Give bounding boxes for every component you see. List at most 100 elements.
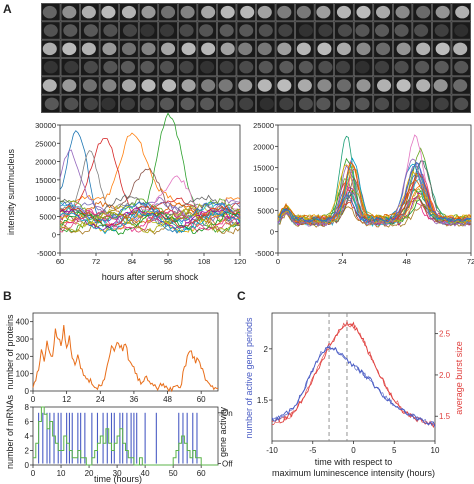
nucleus <box>62 79 77 92</box>
nucleus <box>454 24 469 37</box>
nucleus <box>181 79 196 92</box>
nucleus <box>395 5 410 19</box>
nucleus <box>140 97 155 111</box>
b-top-ytick-label: 100 <box>16 370 30 379</box>
burst-size-line <box>271 321 436 429</box>
nucleus <box>43 24 58 37</box>
a-left-ytick-label: 30000 <box>35 121 56 130</box>
nucleus <box>356 5 371 19</box>
c-xlabel-line2: maximum luminescence intensity (hours) <box>272 468 435 478</box>
nucleus <box>336 42 351 56</box>
nucleus <box>161 42 176 56</box>
a-right-ytick-label: 15000 <box>253 164 274 173</box>
b-bot-xtick-label: 30 <box>113 469 122 478</box>
a-left-trace <box>59 130 240 234</box>
b-bot-ytick-label: 8 <box>25 403 30 412</box>
a-left-ylabel: intensity sum/nucleus <box>6 148 16 235</box>
nucleus <box>42 5 57 19</box>
panel-label-a: A <box>3 2 12 16</box>
nucleus <box>453 42 468 56</box>
nucleus <box>376 42 391 56</box>
nucleus <box>316 5 331 19</box>
nucleus <box>435 5 450 19</box>
nucleus <box>375 24 390 37</box>
nucleus <box>199 24 214 37</box>
c-xtick-label: -10 <box>266 446 278 455</box>
nucleus <box>201 5 216 19</box>
nucleus <box>161 5 176 19</box>
b-bot-xtick-label: 50 <box>169 469 178 478</box>
nucleus <box>62 42 77 56</box>
nucleus <box>83 97 98 111</box>
nucleus <box>355 60 370 74</box>
protein-line <box>32 325 218 393</box>
a-right-trace <box>277 172 472 223</box>
a-right-trace <box>277 163 472 224</box>
a-left-trace <box>59 112 241 233</box>
nucleus <box>277 79 292 92</box>
nucleus <box>435 42 450 56</box>
a-right-trace <box>277 161 472 221</box>
nucleus <box>239 60 254 74</box>
nucleus <box>396 42 411 56</box>
nucleus <box>257 42 272 56</box>
c-xtick-label: 10 <box>431 446 440 455</box>
nucleus <box>318 60 333 74</box>
nucleus <box>298 24 313 37</box>
chart-c: number of active gene periods average bu… <box>244 312 464 478</box>
c-y2tick-label: 2.0 <box>439 371 451 380</box>
b-bot-xtick-label: 20 <box>85 469 94 478</box>
nucleus <box>415 97 430 111</box>
a-left-xtick-label: 72 <box>92 257 100 266</box>
nucleus <box>355 24 370 37</box>
nucleus <box>259 97 274 111</box>
nucleus <box>181 42 196 56</box>
panel-label-c: C <box>237 289 246 303</box>
nucleus <box>83 60 98 74</box>
active-periods-line <box>271 345 436 427</box>
a-right-ytick-label: 10000 <box>253 185 274 194</box>
nucleus <box>81 5 96 19</box>
c-ylabel: number of active gene periods <box>244 317 254 439</box>
nucleus <box>120 97 135 111</box>
micrograph-strip <box>41 3 471 113</box>
b-top-frame <box>32 312 219 392</box>
c-xlabel-line1: time with respect to <box>315 457 393 467</box>
nucleus <box>219 60 234 74</box>
a-left-xtick-label: 120 <box>234 257 247 266</box>
nucleus <box>277 5 292 19</box>
a-left-trace <box>59 211 241 235</box>
nucleus <box>317 42 332 56</box>
a-left-xlabel: hours after serum shock <box>102 272 199 282</box>
b-bot-xtick-label: 40 <box>141 469 150 478</box>
c-y2tick-label: 2.5 <box>439 330 451 339</box>
nucleus <box>415 60 430 74</box>
chart-a-left: intensity sum/nucleus hours after serum … <box>6 112 247 282</box>
nucleus <box>257 5 272 19</box>
nucleus <box>162 79 177 92</box>
nucleus <box>434 97 449 111</box>
a-left-trace <box>59 198 241 222</box>
nucleus <box>335 60 350 74</box>
a-right-ytick-label: 0 <box>270 228 274 237</box>
a-left-ytick-label: 20000 <box>35 158 56 167</box>
nucleus <box>140 60 155 74</box>
nucleus <box>220 42 235 56</box>
a-left-trace <box>59 200 241 225</box>
nucleus <box>318 24 333 37</box>
nucleus <box>453 79 468 92</box>
mrna-line <box>33 406 218 466</box>
chart-b-bottom: number of mRNAs gene activity time (hour… <box>5 394 233 484</box>
a-right-ytick-label: 25000 <box>253 121 274 130</box>
nucleus <box>394 60 409 74</box>
a-right-ytick-label: 20000 <box>253 142 274 151</box>
b-top-ytick-label: 400 <box>16 318 30 327</box>
b-bot-ytick-label: 4 <box>25 432 30 441</box>
nucleus <box>64 60 79 74</box>
nucleus <box>219 24 234 37</box>
nucleus <box>201 42 216 56</box>
nucleus <box>337 24 352 37</box>
nucleus <box>298 60 313 74</box>
